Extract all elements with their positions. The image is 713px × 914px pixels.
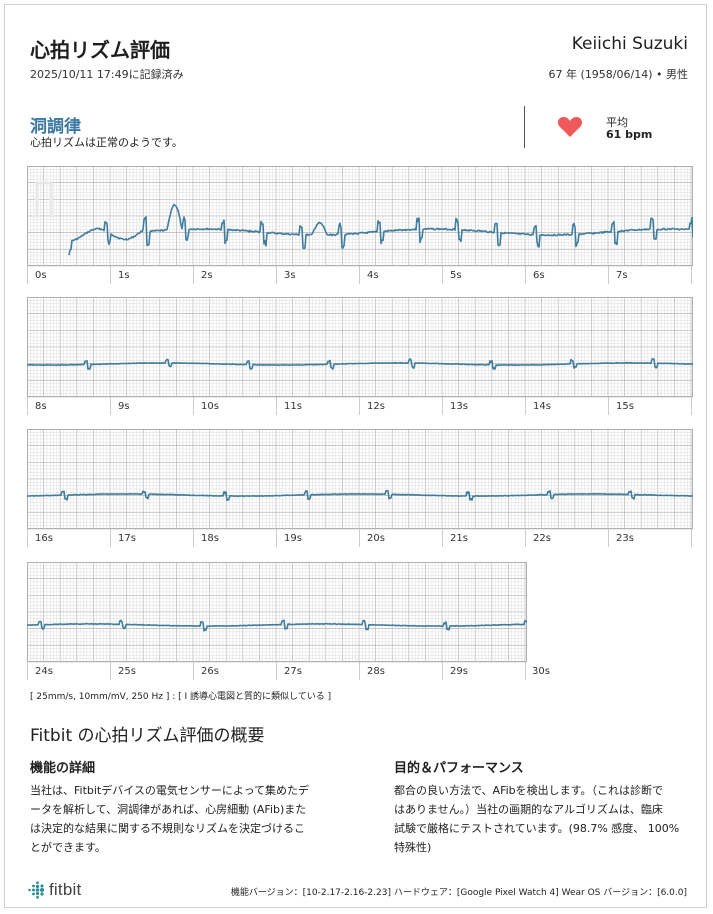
fitbit-dots-icon xyxy=(28,881,44,899)
ecg-time-tick: 29s xyxy=(450,666,468,677)
features-heading: 機能の詳細 xyxy=(30,761,96,776)
ecg-grid-background xyxy=(27,297,693,415)
ecg-trace xyxy=(27,358,693,370)
ecg-footnote: [ 25mm/s, 10mm/mV, 250 Hz ] : [ I 誘導心電図と… xyxy=(30,692,332,702)
page-frame xyxy=(4,4,707,908)
features-line: は決定的な結果に関する不規則なリズムを決定づけるこ xyxy=(30,822,305,835)
ecg-time-tick: 2s xyxy=(201,270,213,281)
patient-name: Keiichi Suzuki xyxy=(571,34,688,54)
ecg-strip-3: 16s 17s 18s 19s 20s 21s 22s 23s xyxy=(27,429,693,547)
ecg-time-tick: 11s xyxy=(284,401,302,412)
ecg-time-tick: 5s xyxy=(450,270,462,281)
features-line: とができます。 xyxy=(30,841,106,854)
ecg-strip-2: 8s 9s 10s 11s 12s 13s 14s 15s xyxy=(27,297,693,415)
ecg-grid-border xyxy=(27,297,693,397)
ecg-trace xyxy=(27,489,693,501)
ecg-time-tick: 0s xyxy=(35,270,47,281)
patient-info: 67 年 (1958/06/14) • 男性 xyxy=(548,68,688,81)
ecg-time-tick: 23s xyxy=(616,533,634,544)
ecg-time-tick: 26s xyxy=(201,666,219,677)
purpose-line: 試験で厳格にテストされています。(98.7% 感度、 100% xyxy=(394,822,680,835)
result-description: 心拍リズムは正常のようです。 xyxy=(30,136,183,149)
result-title: 洞調律 xyxy=(30,117,81,137)
ecg-time-tick: 18s xyxy=(201,533,219,544)
average-label: 平均 xyxy=(606,116,628,129)
ecg-time-tick: 14s xyxy=(533,401,551,412)
ecg-time-tick: 30s xyxy=(532,666,550,677)
average-bpm-value: 61 bpm xyxy=(606,128,653,141)
ecg-time-tick: 3s xyxy=(284,270,296,281)
ecg-time-tick: 8s xyxy=(35,401,47,412)
ecg-time-tick: 9s xyxy=(118,401,130,412)
ecg-grid xyxy=(27,562,527,680)
purpose-text: 都合の良い方法で、AFibを検出します。（これは診断で はありません。）当社の画… xyxy=(394,781,679,857)
features-line: ータを解析して、洞調律があれば、心房細動 (AFib)また xyxy=(30,803,307,816)
ecg-time-tick: 12s xyxy=(367,401,385,412)
ecg-grid-border xyxy=(27,166,693,266)
ecg-time-tick: 15s xyxy=(616,401,634,412)
result-divider xyxy=(524,106,525,148)
ecg-grid-background xyxy=(27,166,693,284)
ecg-time-tick: 20s xyxy=(367,533,385,544)
ecg-time-tick: 17s xyxy=(118,533,136,544)
ecg-grid xyxy=(27,429,693,547)
ecg-strip-1: 0s 1s 2s 3s 4s 5s 6s 7s xyxy=(27,166,693,284)
ecg-time-tick: 28s xyxy=(367,666,385,677)
ecg-time-tick: 7s xyxy=(616,270,628,281)
summary-title: Fitbit の心拍リズム評価の概要 xyxy=(30,726,265,746)
heart-icon xyxy=(557,115,583,143)
purpose-line: 都合の良い方法で、AFibを検出します。（これは診断で xyxy=(394,784,664,797)
ecg-time-tick: 16s xyxy=(35,533,53,544)
ecg-grid-background xyxy=(27,429,693,547)
ecg-grid-border xyxy=(27,562,527,662)
recorded-timestamp: 2025/10/11 17:49に記録済み xyxy=(30,68,184,81)
fitbit-logo-text: fitbit xyxy=(49,880,82,899)
purpose-line: 特殊性) xyxy=(394,841,432,854)
ecg-time-tick: 1s xyxy=(118,270,130,281)
ecg-time-tick: 27s xyxy=(284,666,302,677)
version-info: 機能バージョン：[10-2.17-2.16-2.23] ハードウェア：[Goog… xyxy=(230,888,687,898)
features-text: 当社は、Fitbitデバイスの電気センサーによって集めたデ ータを解析して、洞調… xyxy=(30,781,309,857)
purpose-line: はありません。）当社の画期的なアルゴリズムは、臨床 xyxy=(394,803,663,816)
ecg-time-tick: 6s xyxy=(533,270,545,281)
ecg-time-tick: 19s xyxy=(284,533,302,544)
purpose-heading: 目的＆パフォーマンス xyxy=(394,761,524,776)
ecg-time-tick: 24s xyxy=(35,666,53,677)
ecg-strip-4: 24s 25s 26s 27s 28s 29s 30s xyxy=(27,562,550,680)
page-title: 心拍リズム評価 xyxy=(30,38,170,62)
ecg-grid xyxy=(27,297,693,415)
ecg-time-tick: 22s xyxy=(533,533,551,544)
ecg-time-tick: 10s xyxy=(201,401,219,412)
ecg-trace xyxy=(68,203,693,256)
ecg-grid-border xyxy=(27,429,693,529)
ecg-time-tick: 13s xyxy=(450,401,468,412)
ecg-trace xyxy=(27,619,527,632)
fitbit-logo: fitbit xyxy=(27,880,81,900)
ecg-time-tick: 4s xyxy=(367,270,379,281)
calibration-pulse xyxy=(33,181,55,218)
ecg-time-tick: 25s xyxy=(118,666,136,677)
ecg-time-tick: 21s xyxy=(450,533,468,544)
ecg-grid xyxy=(27,166,693,284)
features-line: 当社は、Fitbitデバイスの電気センサーによって集めたデ xyxy=(30,784,310,797)
